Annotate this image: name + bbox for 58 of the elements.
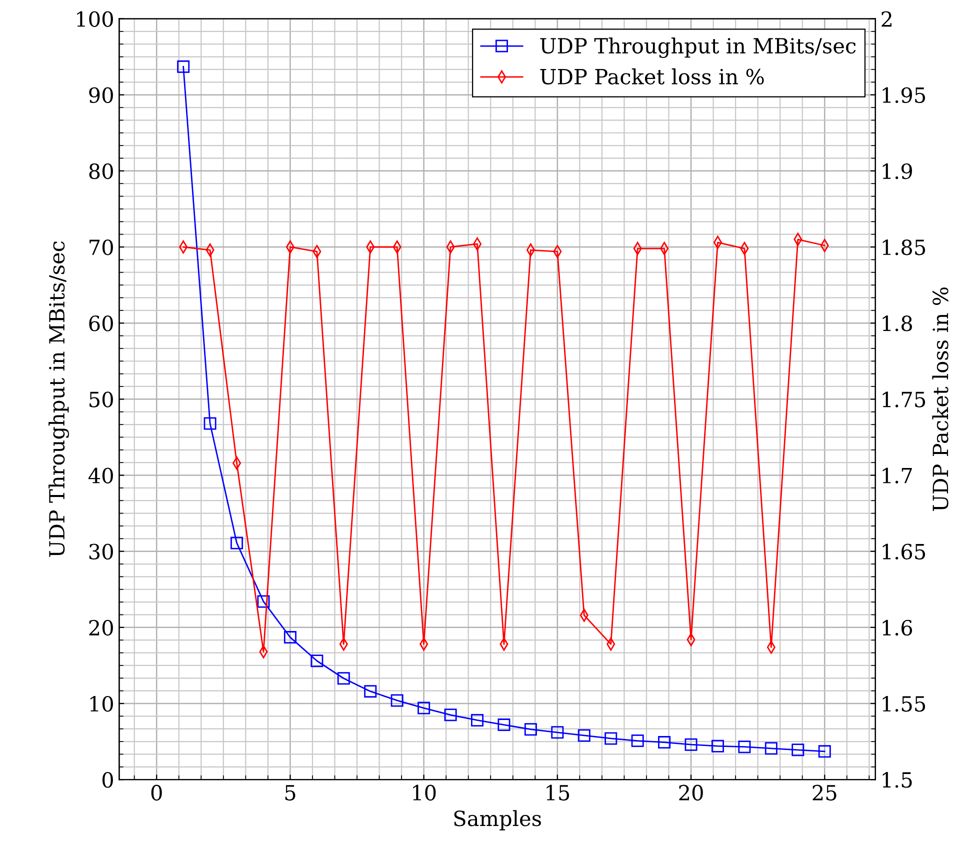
point — [337, 672, 350, 685]
y2-tick-label: 1.6 — [882, 620, 912, 636]
point — [284, 631, 296, 644]
point — [658, 736, 671, 749]
point — [471, 714, 484, 726]
y-tick-label: 70 — [90, 239, 113, 256]
point — [257, 595, 270, 608]
point — [177, 60, 190, 73]
point — [604, 732, 618, 745]
y2-tick-label: 1.9 — [882, 163, 912, 180]
y-tick-label: 100 — [77, 11, 113, 27]
y2-tick-label: 1.95 — [882, 87, 926, 104]
point — [204, 417, 216, 430]
y-tick-label: 50 — [90, 392, 113, 408]
y-tick-label: 60 — [89, 316, 113, 332]
y2-axis-title: UDP Packet loss in % — [932, 287, 948, 512]
point — [792, 744, 804, 756]
y-tick-label: 10 — [90, 696, 113, 712]
y2-tick-label: 1.5 — [882, 772, 912, 788]
point — [711, 740, 724, 752]
x-axis-title: Samples — [454, 810, 541, 830]
point — [230, 536, 244, 550]
point — [578, 729, 590, 742]
x-tick-label: 5 — [285, 785, 296, 801]
y2-tick-label: 1.85 — [882, 239, 926, 256]
y2-tick-label: 1.75 — [882, 392, 926, 408]
y2-tick-label: 1.7 — [882, 468, 912, 484]
point — [364, 685, 377, 698]
point — [418, 702, 430, 714]
point — [390, 694, 404, 707]
legend-label: UDP Throughput in MBits/sec — [540, 37, 856, 58]
y-tick-label: 40 — [88, 468, 113, 484]
x-tick-label: 15 — [546, 784, 570, 801]
y2-tick-label: 1.8 — [882, 316, 912, 332]
point — [764, 742, 778, 755]
point — [684, 738, 698, 751]
point — [818, 745, 831, 758]
y2-tick-label: 1.55 — [882, 696, 926, 712]
y2-tick-label: 2 — [882, 11, 892, 27]
point — [498, 718, 510, 732]
y-tick-label: 90 — [89, 87, 113, 104]
y-tick-label: 30 — [89, 544, 113, 560]
point — [444, 708, 457, 722]
point — [738, 740, 751, 754]
legend-label: UDP Packet loss in % — [540, 68, 764, 84]
y-axis-title: UDP Throughput in MBits/sec — [48, 241, 70, 557]
x-tick-label: 20 — [679, 784, 703, 801]
y-tick-label: 80 — [89, 163, 113, 180]
point — [551, 726, 564, 739]
y2-tick-label: 1.65 — [882, 544, 926, 560]
point — [524, 723, 537, 736]
x-tick-label: 0 — [151, 784, 162, 801]
x-tick-label: 25 — [812, 784, 836, 801]
y-tick-label: 20 — [89, 620, 113, 636]
point — [310, 654, 324, 668]
x-tick-label: 10 — [413, 784, 436, 801]
point — [631, 734, 644, 748]
y-tick-label: 0 — [102, 772, 113, 788]
